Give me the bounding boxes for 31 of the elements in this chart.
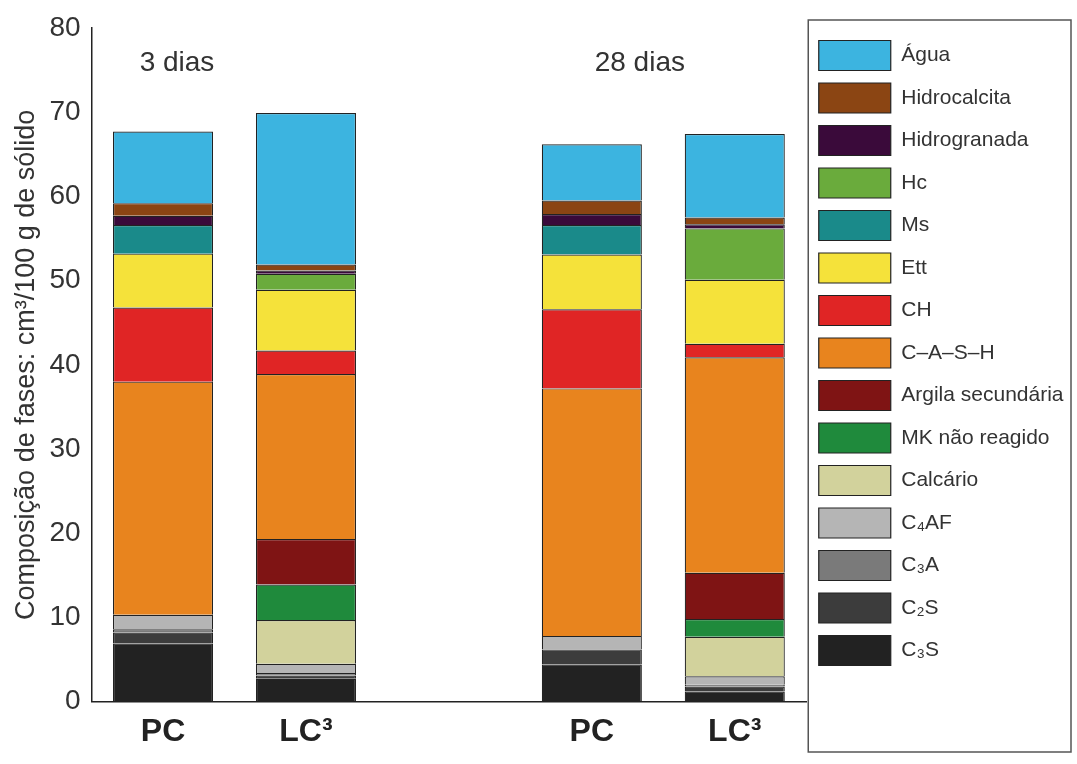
y-tick-label: 30 — [49, 431, 81, 463]
legend-label: C₂S — [901, 594, 939, 618]
legend-label: Ett — [901, 254, 928, 278]
y-tick-label: 40 — [49, 347, 81, 379]
y-tick-label: 20 — [49, 515, 81, 547]
legend-label: C₄AF — [901, 509, 952, 533]
legend-label: Calcário — [901, 467, 979, 491]
legend-label: Hidrogranada — [901, 127, 1029, 151]
legend-label: MK não reagido — [901, 424, 1050, 448]
y-tick-label: 80 — [49, 10, 81, 42]
legend-label: Ms — [901, 212, 930, 236]
legend-label: Hc — [901, 169, 927, 193]
y-tick-label: 60 — [49, 179, 81, 211]
x-tick-label: PC — [569, 711, 615, 748]
annotation: 28 dias — [594, 45, 685, 77]
legend-label: C–A–S–H — [901, 339, 995, 363]
y-tick-label: 50 — [49, 263, 81, 295]
y-tick-label: 10 — [49, 600, 81, 632]
legend-label: Argila secundária — [901, 382, 1064, 406]
legend-label: Hidrocalcita — [901, 84, 1012, 108]
y-tick-label: 70 — [49, 94, 81, 126]
x-tick-label: LC³ — [708, 711, 762, 748]
x-tick-label: LC³ — [279, 711, 333, 748]
annotation: 3 dias — [139, 45, 215, 77]
x-tick-label: PC — [140, 711, 186, 748]
y-axis-title: Composição de fases: cm³/100 g de sólido — [9, 109, 40, 620]
y-tick-label: 0 — [64, 684, 81, 716]
legend-label: C₃S — [901, 637, 939, 661]
legend-label: CH — [901, 297, 932, 321]
legend-label: Água — [901, 42, 951, 66]
legend-label: C₃A — [901, 552, 939, 576]
